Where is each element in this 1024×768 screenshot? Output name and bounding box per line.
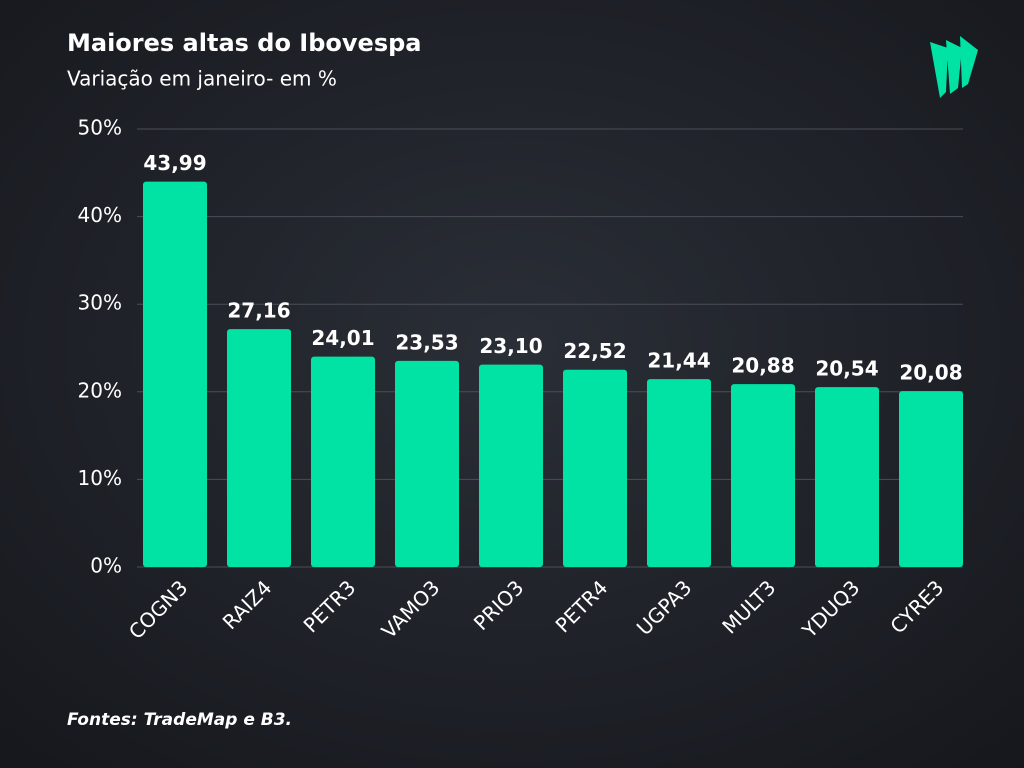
bar (647, 379, 711, 567)
data-label: 27,16 (227, 299, 290, 323)
bar (395, 360, 459, 567)
bar (311, 356, 375, 567)
data-label: 23,53 (395, 330, 458, 354)
y-tick-label: 0% (90, 554, 122, 578)
bar (899, 391, 963, 567)
bar (815, 387, 879, 567)
y-tick-label: 10% (78, 466, 122, 490)
y-tick-label: 50% (78, 116, 122, 140)
data-label: 20,88 (731, 354, 794, 378)
y-tick-label: 20% (78, 378, 122, 402)
chart-subtitle: Variação em janeiro- em % (67, 67, 337, 91)
bar (479, 364, 543, 567)
logo (930, 36, 978, 98)
bar (731, 384, 795, 567)
source-note: Fontes: TradeMap e B3. (67, 710, 292, 730)
data-label: 20,54 (815, 357, 878, 381)
chart-title: Maiores altas do Ibovespa (67, 29, 421, 57)
y-tick-label: 40% (78, 203, 122, 227)
data-label: 43,99 (143, 151, 206, 175)
bar (227, 329, 291, 567)
data-label: 23,10 (479, 334, 542, 358)
data-label: 24,01 (311, 326, 374, 350)
data-label: 21,44 (647, 349, 710, 373)
data-label: 20,08 (899, 361, 962, 385)
y-tick-label: 30% (78, 291, 122, 315)
bar (563, 369, 627, 567)
data-label: 22,52 (563, 339, 626, 363)
bar (143, 181, 207, 568)
